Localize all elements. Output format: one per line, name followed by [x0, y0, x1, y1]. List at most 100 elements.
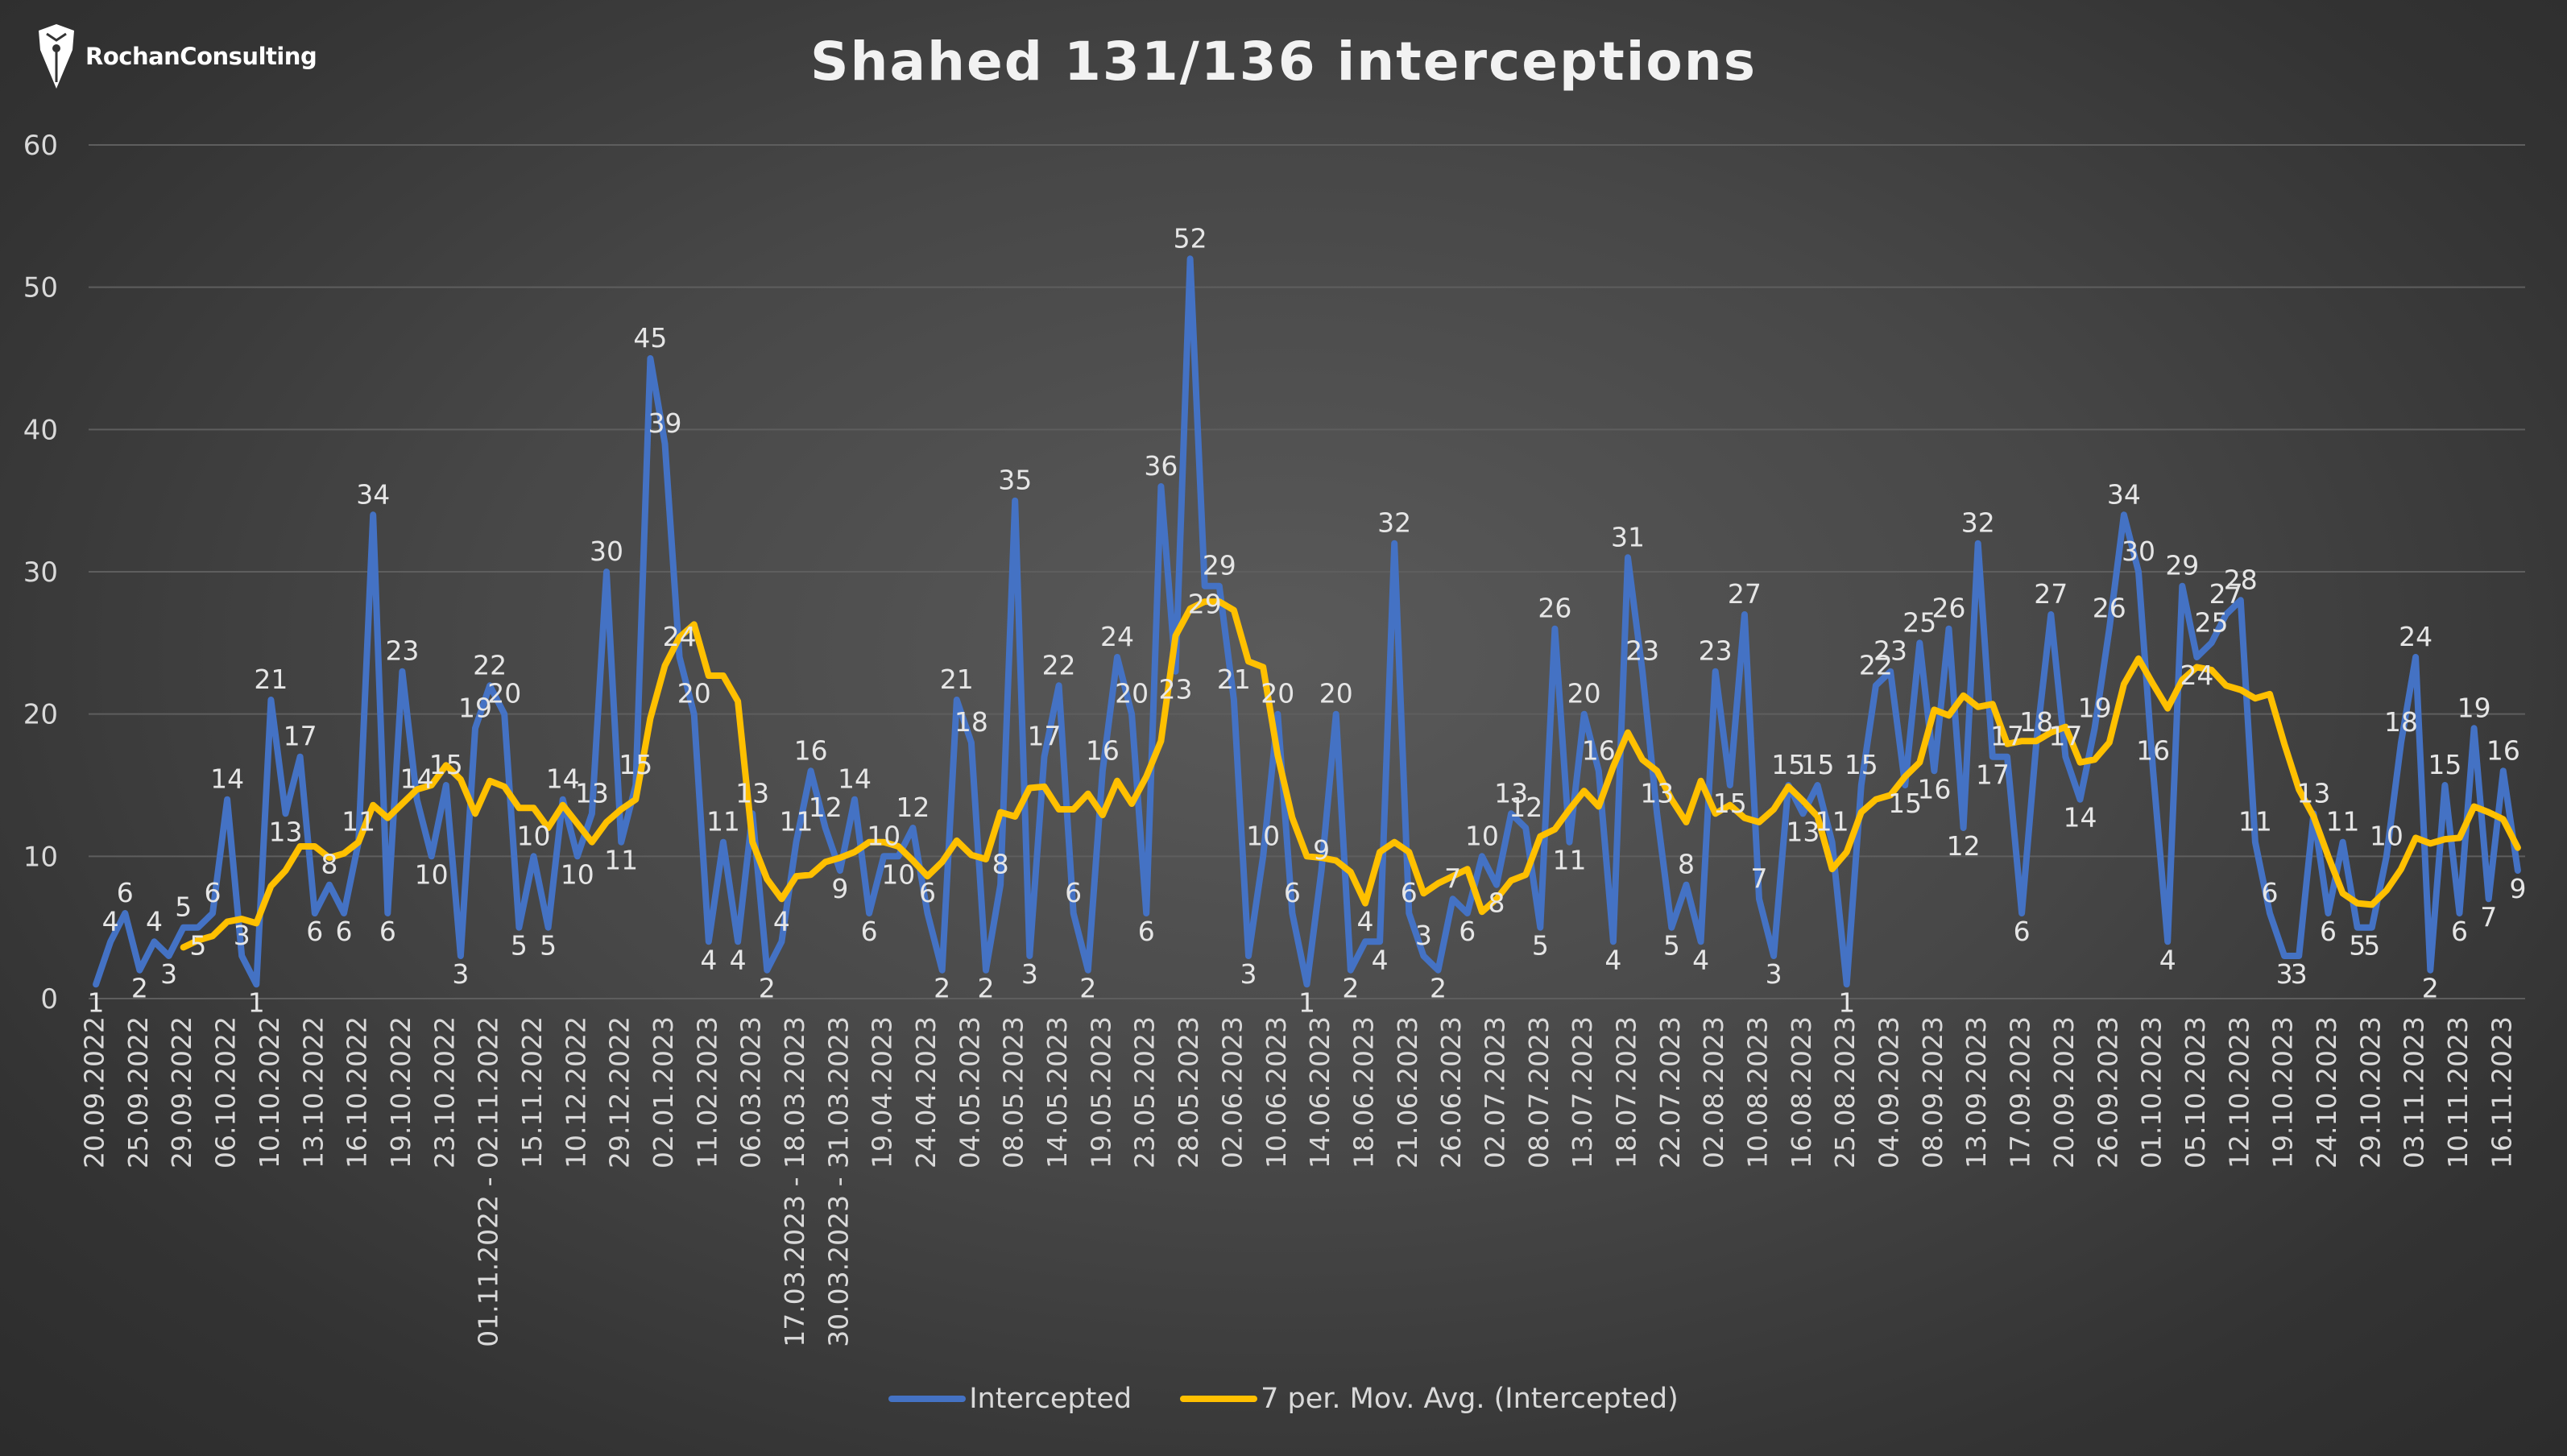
data-label: 13 [1494, 777, 1528, 809]
data-label: 17 [1976, 759, 2010, 791]
data-label: 10 [561, 858, 594, 890]
data-label: 10 [1465, 820, 1499, 851]
legend-item-intercepted: Intercepted [888, 1383, 1132, 1415]
data-label: 18 [2384, 706, 2418, 738]
x-tick-label: 20.09.2022 [79, 1016, 110, 1169]
data-label: 4 [2159, 944, 2176, 975]
data-label: 15 [1888, 788, 1922, 819]
data-label: 13 [575, 777, 609, 809]
data-label: 5 [1663, 930, 1680, 962]
data-label: 16 [1582, 734, 1616, 766]
x-tick-label: 21.06.2023 [1392, 1016, 1423, 1169]
data-label: 19 [458, 692, 492, 723]
data-label: 6 [1284, 877, 1301, 908]
chart-title: Shahed 131/136 interceptions [809, 31, 1758, 93]
x-tick-label: 06.03.2023 [735, 1016, 767, 1169]
x-tick-label: 02.08.2023 [1698, 1016, 1729, 1169]
data-label: 13 [735, 777, 769, 809]
x-tick-label: 14.06.2023 [1304, 1016, 1335, 1169]
data-label: 22 [1859, 649, 1893, 680]
x-tick-label: 15.11.2022 [516, 1016, 548, 1169]
x-tick-label: 26.09.2023 [2092, 1016, 2123, 1169]
data-label: 22 [473, 649, 507, 680]
y-tick-label: 0 [40, 983, 58, 1015]
data-label: 4 [1372, 944, 1389, 975]
data-label: 12 [1509, 792, 1542, 823]
data-label: 1 [88, 987, 105, 1018]
data-label: 20 [1319, 678, 1353, 709]
data-label: 24 [2399, 621, 2432, 652]
data-label: 4 [102, 905, 119, 937]
data-label: 29 [1188, 589, 1222, 620]
data-label: 5 [1532, 930, 1549, 962]
y-tick-label: 30 [23, 556, 58, 589]
data-label: 36 [1144, 450, 1178, 482]
x-tick-label: 02.01.2023 [648, 1016, 679, 1169]
data-label: 11 [2326, 806, 2360, 838]
data-label: 24 [1100, 621, 1134, 652]
data-label: 1 [248, 987, 265, 1018]
x-tick-label: 10.10.2022 [254, 1016, 285, 1169]
data-labels: 1462435561431211317686113462314101531922… [88, 222, 2527, 1018]
data-label: 10 [1246, 820, 1280, 851]
data-label: 17 [1990, 721, 2024, 752]
data-label: 19 [2457, 692, 2491, 723]
data-label: 52 [1174, 222, 1207, 254]
data-label: 11 [706, 806, 740, 838]
data-label: 16 [794, 734, 828, 766]
data-label: 15 [619, 749, 652, 780]
x-tick-label: 26.06.2023 [1435, 1016, 1467, 1169]
data-label: 4 [1356, 905, 1373, 937]
x-tick-label: 03.11.2023 [2399, 1016, 2430, 1169]
data-label: 34 [2107, 478, 2141, 510]
data-label: 16 [1086, 734, 1120, 766]
data-label: 21 [1217, 664, 1251, 695]
y-tick-label: 50 [23, 272, 58, 304]
data-label: 30 [2122, 536, 2155, 567]
data-label: 2 [934, 973, 950, 1004]
data-label: 29 [1203, 550, 1236, 581]
legend-label-intercepted: Intercepted [969, 1383, 1132, 1415]
data-label: 14 [2064, 802, 2097, 833]
x-tick-label: 19.10.2022 [385, 1016, 416, 1169]
x-tick-label: 08.07.2023 [1523, 1016, 1555, 1169]
data-label: 4 [1692, 944, 1709, 975]
x-tick-label: 22.07.2023 [1654, 1016, 1686, 1169]
data-label: 2 [1079, 973, 1096, 1004]
data-label: 27 [1728, 578, 1762, 610]
data-label: 14 [400, 763, 434, 795]
data-label: 6 [117, 877, 134, 908]
data-label: 4 [700, 944, 717, 975]
legend-swatch-intercepted [888, 1396, 967, 1402]
data-label: 4 [730, 944, 747, 975]
x-tick-label: 04.09.2023 [1873, 1016, 1905, 1169]
x-tick-label: 17.09.2023 [2005, 1016, 2036, 1169]
data-label: 3 [160, 958, 177, 990]
data-label: 21 [940, 664, 974, 695]
data-label: 5 [189, 930, 206, 962]
data-label: 16 [1917, 773, 1951, 805]
data-label: 30 [590, 536, 623, 567]
data-label: 20 [487, 678, 521, 709]
data-label: 6 [1459, 916, 1476, 947]
data-label: 10 [415, 858, 449, 890]
data-label: 20 [677, 678, 711, 709]
data-label: 35 [998, 465, 1032, 496]
data-label: 4 [146, 905, 163, 937]
legend-swatch-moving-average [1180, 1396, 1258, 1402]
data-label: 8 [1488, 887, 1505, 919]
x-tick-label: 02.06.2023 [1216, 1016, 1248, 1169]
data-label: 13 [2296, 777, 2330, 809]
data-label: 18 [954, 706, 988, 738]
legend-label-moving-average: 7 per. Mov. Avg. (Intercepted) [1261, 1383, 1679, 1415]
data-label: 15 [1771, 749, 1805, 780]
data-label: 26 [1538, 593, 1571, 624]
x-tick-label: 05.10.2023 [2180, 1016, 2211, 1169]
data-label: 14 [838, 763, 872, 795]
x-tick-label: 19.04.2023 [867, 1016, 898, 1169]
x-tick-label: 10.12.2022 [560, 1016, 591, 1169]
data-label: 3 [2291, 958, 2308, 990]
data-label: 17 [2048, 721, 2082, 752]
data-label: 24 [2180, 660, 2213, 691]
x-tick-label: 25.08.2023 [1829, 1016, 1861, 1169]
